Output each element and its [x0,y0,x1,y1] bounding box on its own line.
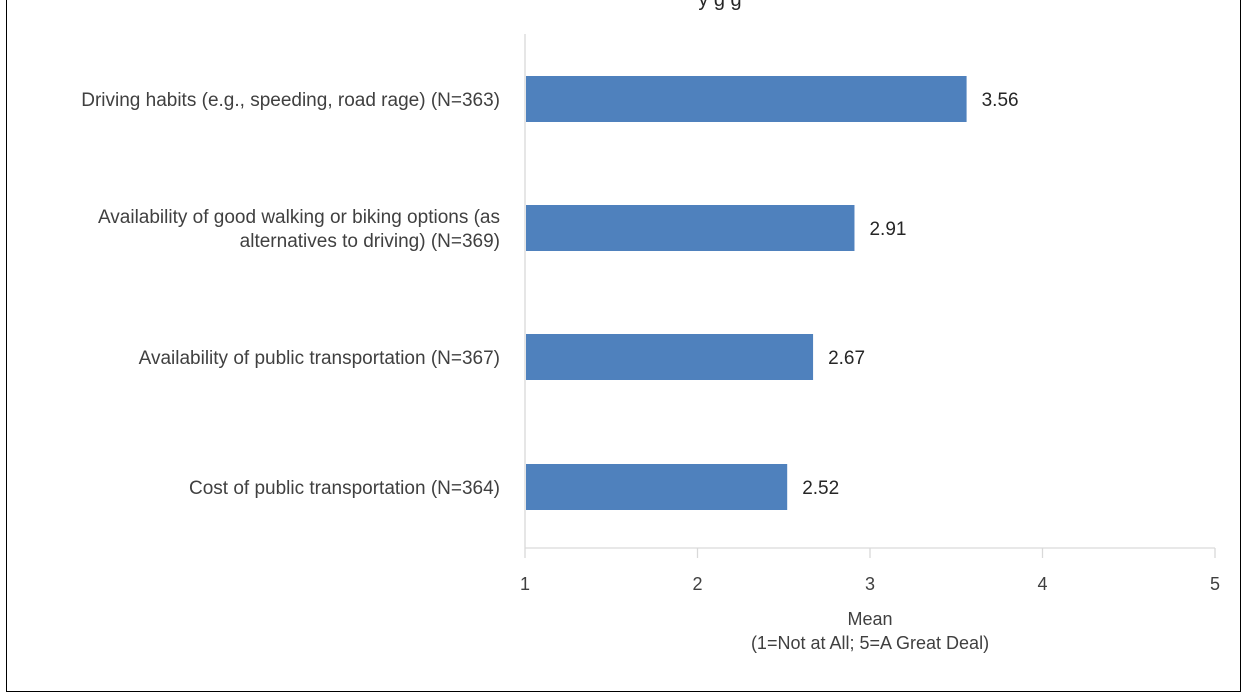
bars-layer: 3.56 2.91 2.67 2.52 [526,76,1019,510]
x-tick-label: 3 [865,574,875,594]
bar-value-label: 2.67 [828,348,865,369]
x-axis-title: Mean (1=Not at All; 5=A Great Deal) [751,609,989,653]
x-axis-title-text: Mean (1=Not at All; 5=A Great Deal) [751,609,989,653]
category-label: Availability of public transportation (N… [139,348,500,369]
x-axis: 1 2 3 4 5 [520,34,1220,594]
bar-value-label: 2.91 [869,219,906,240]
category-labels: Driving habits (e.g., speeding, road rag… [81,90,500,499]
x-tick-label: 2 [692,574,702,594]
bar-value-label: 2.52 [802,478,839,499]
bar [526,76,967,122]
x-tick-label: 1 [520,574,530,594]
x-tick-label: 4 [1037,574,1047,594]
bar [526,205,855,251]
bar [526,464,788,510]
bar [526,334,814,380]
bar-value-label: 3.56 [982,90,1019,111]
chart-title: y g g [698,0,741,11]
category-label: Availability of good walking or biking o… [98,207,500,252]
category-label: Cost of public transportation (N=364) [189,478,500,499]
category-label: Driving habits (e.g., speeding, road rag… [81,90,500,111]
x-tick-label: 5 [1210,574,1220,594]
